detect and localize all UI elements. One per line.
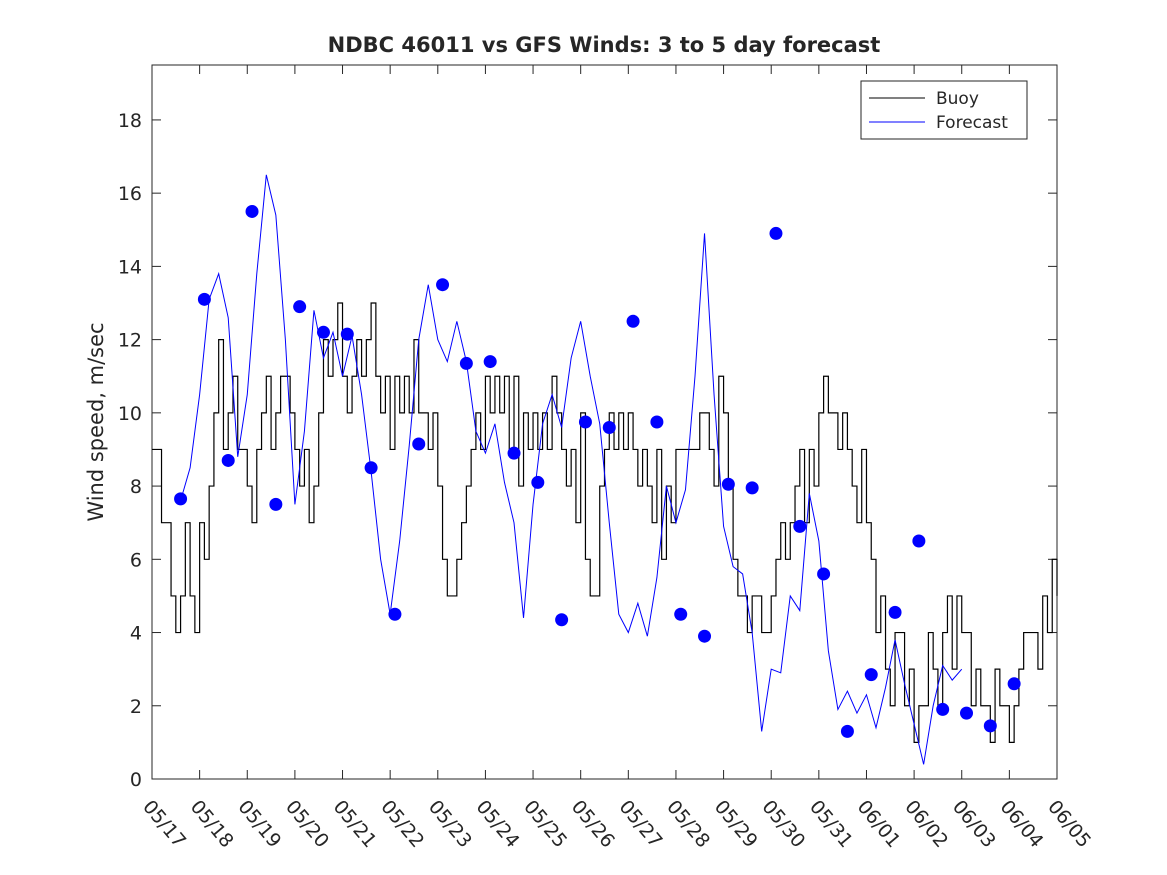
forecast-point <box>269 497 283 511</box>
forecast-point <box>840 724 854 738</box>
forecast-point <box>769 226 783 240</box>
y-tick-label: 8 <box>130 476 142 498</box>
x-tick-label: 05/17 <box>138 796 190 852</box>
forecast-point <box>293 300 307 314</box>
forecast-point <box>388 607 402 621</box>
forecast-point <box>912 534 926 548</box>
forecast-point <box>197 292 211 306</box>
forecast-point <box>483 355 497 369</box>
y-tick-label: 14 <box>118 256 142 278</box>
x-tick-label: 06/02 <box>900 796 952 852</box>
y-tick-labels: 0 2 4 6 8 10 12 14 16 18 <box>118 110 142 791</box>
y-tick-label: 18 <box>118 110 142 132</box>
forecast-point <box>316 325 330 339</box>
forecast-point <box>960 706 973 720</box>
x-tick-label: 05/29 <box>710 796 762 852</box>
forecast-point <box>1007 677 1021 691</box>
y-tick-label: 12 <box>118 330 142 352</box>
buoy-series <box>152 302 1058 743</box>
y-tick-label: 10 <box>118 403 142 425</box>
x-tick-label: 05/26 <box>567 796 619 852</box>
x-tick-label: 05/24 <box>472 796 524 852</box>
forecast-point <box>174 492 188 506</box>
buoy-line <box>152 302 1058 743</box>
forecast-point <box>602 420 616 434</box>
forecast-point <box>626 314 640 328</box>
y-axis-label: Wind speed, m/sec <box>84 322 108 521</box>
x-tick-label: 05/30 <box>757 796 809 852</box>
legend-label-forecast: Forecast <box>936 113 1008 133</box>
legend-box <box>860 80 1028 140</box>
forecast-markers <box>174 204 1021 738</box>
forecast-point <box>674 607 688 621</box>
forecast-point <box>745 481 759 495</box>
x-tick-label: 05/27 <box>614 796 666 852</box>
y-tick-label: 0 <box>130 769 142 791</box>
y-tick-label: 6 <box>130 549 142 571</box>
forecast-point <box>412 437 426 451</box>
forecast-point <box>936 702 950 716</box>
legend: Buoy Forecast <box>860 80 1028 140</box>
chart-title: NDBC 46011 vs GFS Winds: 3 to 5 day fore… <box>328 33 881 57</box>
forecast-point <box>888 605 902 619</box>
forecast-point <box>459 356 473 370</box>
y-tick-label: 2 <box>130 696 142 718</box>
forecast-line <box>180 174 963 765</box>
forecast-point <box>698 629 712 643</box>
x-tick-label: 05/31 <box>805 796 857 852</box>
forecast-point <box>221 453 235 467</box>
forecast-point <box>507 446 521 460</box>
x-tick-label: 05/23 <box>424 796 476 852</box>
forecast-point <box>340 327 354 341</box>
x-tick-labels: 05/1705/1805/1905/2005/2105/2205/2305/24… <box>138 796 1095 852</box>
forecast-point <box>436 278 450 292</box>
forecast-point <box>364 461 378 475</box>
x-tick-label: 05/18 <box>186 796 238 852</box>
forecast-point <box>817 567 831 581</box>
forecast-point <box>864 668 878 682</box>
x-tick-label: 05/21 <box>329 796 381 852</box>
x-tick-label: 05/28 <box>662 796 714 852</box>
forecast-point <box>245 204 259 218</box>
forecast-point <box>721 477 735 491</box>
x-tick-label: 06/05 <box>1043 796 1095 852</box>
x-tick-label: 06/04 <box>996 796 1048 852</box>
y-tick-label: 16 <box>118 183 142 205</box>
plot-area <box>151 64 1058 780</box>
x-tick-label: 05/22 <box>376 796 428 852</box>
x-tick-label: 05/20 <box>281 796 333 852</box>
forecast-point <box>650 415 664 429</box>
x-tick-label: 06/03 <box>948 796 1000 852</box>
forecast-point <box>793 519 807 533</box>
forecast-point <box>555 613 569 627</box>
x-tick-label: 05/19 <box>233 796 285 852</box>
forecast-point <box>531 475 545 489</box>
forecast-series <box>180 174 963 765</box>
legend-label-buoy: Buoy <box>936 89 979 109</box>
forecast-point <box>578 415 592 429</box>
x-tick-label: 05/25 <box>519 796 571 852</box>
forecast-point <box>983 719 997 733</box>
x-tick-label: 06/01 <box>853 796 905 852</box>
y-tick-label: 4 <box>130 623 142 645</box>
